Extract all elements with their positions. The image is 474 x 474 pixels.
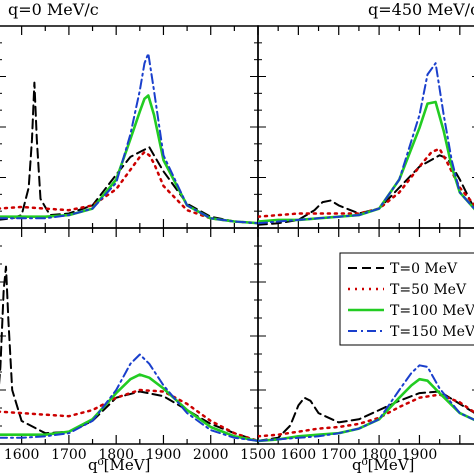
- series-line-t-50-mev: [0, 150, 258, 225]
- legend: T=0 MeV T=50 MeV T=100 MeV T=150 MeV: [339, 252, 474, 346]
- legend-label: T=0 MeV: [390, 261, 458, 277]
- x-tick-label: 1900: [402, 447, 438, 463]
- x-tick-label: 1500: [240, 447, 276, 463]
- x-tick-label: 1600: [4, 447, 40, 463]
- panel-bottom-right: 1500 1600 1700 1800 1900: [240, 227, 474, 463]
- panel-title-q0: q=0 MeV/c: [8, 0, 99, 19]
- panel-frame: [0, 227, 259, 445]
- series-line-t-100-mev: [0, 373, 258, 443]
- x-axis-label-right: q⁰[MeV]: [352, 456, 414, 474]
- legend-label: T=150 MeV: [390, 324, 474, 340]
- series-line-t-150-mev: [258, 364, 474, 442]
- x-axis-label-left: q⁰[MeV]: [88, 456, 150, 474]
- x-tick-label: 1700: [51, 447, 87, 463]
- x-tick-label: 1800: [361, 447, 397, 463]
- x-tick-label: 1700: [321, 447, 357, 463]
- series-line-t-0-mev: [0, 265, 258, 442]
- series-line-t-0-mev: [0, 81, 258, 225]
- panel-top-right: [257, 25, 474, 229]
- series-line-t-150-mev: [0, 353, 258, 442]
- panel-title-q450: q=450 MeV/c: [368, 0, 474, 19]
- series-line-t-150-mev: [0, 52, 258, 225]
- legend-label: T=50 MeV: [390, 282, 467, 298]
- series-line-t-100-mev: [258, 377, 474, 443]
- panel-frame: [0, 25, 259, 229]
- x-tick-label: 1800: [98, 447, 134, 463]
- x-tick-label: 2000: [193, 447, 229, 463]
- series-line-t-0-mev: [258, 390, 474, 442]
- series-line-t-50-mev: [258, 147, 474, 218]
- panel-bottom-left: 1600 1700 1800 1900 2000: [0, 227, 259, 463]
- series-line-t-150-mev: [258, 62, 474, 225]
- series-line-t-100-mev: [258, 100, 474, 223]
- panel-top-left: [0, 25, 259, 229]
- x-tick-label: 1600: [281, 447, 317, 463]
- x-tick-label: 1900: [146, 447, 182, 463]
- series-line-t-0-mev: [258, 154, 474, 226]
- legend-label: T=100 MeV: [390, 303, 474, 319]
- series-line-t-50-mev: [0, 388, 258, 443]
